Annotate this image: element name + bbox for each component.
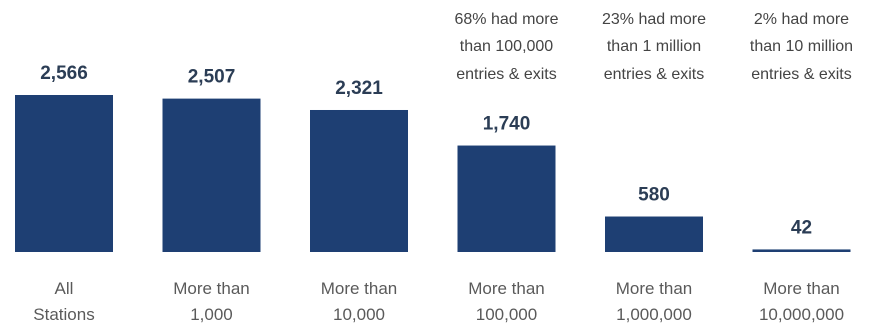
annotation-line: than 1 million [607, 38, 701, 55]
annotation-line: entries & exits [751, 66, 851, 83]
category-label-3: More than 100,000 [468, 279, 545, 324]
bar-5 [752, 249, 851, 252]
annotation-2: 2% had more than 10 million entries & exit… [750, 11, 853, 83]
category-label-line: 1,000,000 [616, 305, 692, 324]
annotation-line: 2% had more [754, 11, 849, 28]
category-label-0: All Stations [33, 279, 94, 324]
category-label-line: All [55, 279, 74, 298]
category-label-line: More than [468, 279, 545, 298]
value-label-1: 2,507 [188, 67, 236, 88]
category-label-5: More than 10,000,000 [759, 279, 844, 324]
category-label-line: 1,000 [190, 305, 233, 324]
bar-1 [162, 98, 261, 253]
annotation-1: 23% had more than 1 million entries & exit… [602, 11, 706, 83]
annotation-line: than 100,000 [460, 38, 554, 55]
annotation-line: than 10 million [750, 38, 853, 55]
category-label-line: 100,000 [476, 305, 537, 324]
value-label-3: 1,740 [483, 114, 531, 135]
annotation-line: entries & exits [604, 66, 704, 83]
value-label-5: 42 [791, 217, 812, 238]
category-label-line: More than [616, 279, 693, 298]
value-label-2: 2,321 [335, 78, 383, 99]
bar-4 [605, 216, 703, 252]
category-label-line: More than [321, 279, 398, 298]
category-label-line: More than [763, 279, 840, 298]
category-label-1: More than 1,000 [173, 279, 250, 324]
annotation-line: 23% had more [602, 11, 706, 28]
bar-0 [15, 95, 113, 252]
category-label-line: 10,000 [333, 305, 385, 324]
annotation-line: entries & exits [456, 66, 556, 83]
value-label-4: 580 [638, 185, 670, 206]
bar-2 [310, 109, 408, 252]
category-label-line: Stations [33, 305, 94, 324]
category-label-4: More than 1,000,000 [616, 279, 693, 324]
annotation-0: 68% had more than 100,000 entries & exits [454, 11, 558, 83]
bar-3 [457, 145, 556, 252]
value-label-0: 2,566 [40, 63, 88, 84]
category-label-line: 10,000,000 [759, 305, 844, 324]
annotation-line: 68% had more [454, 11, 558, 28]
category-label-2: More than 10,000 [321, 279, 398, 324]
category-label-line: More than [173, 279, 250, 298]
